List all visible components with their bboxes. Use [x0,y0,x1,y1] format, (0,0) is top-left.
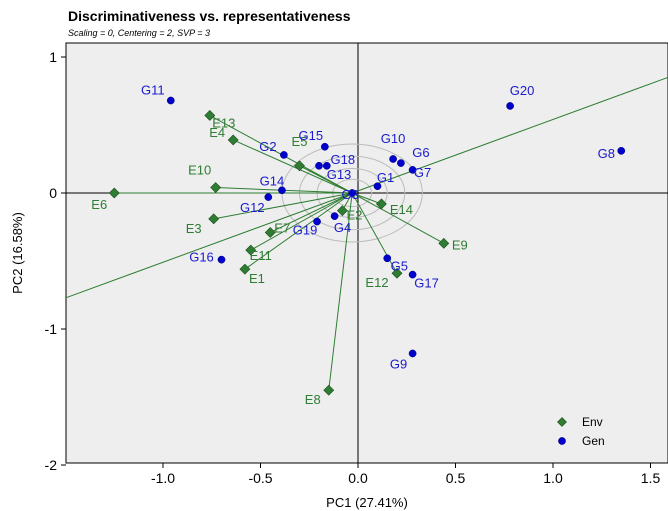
gen-label-g15: G15 [299,128,324,143]
env-point-e7 [264,227,276,238]
gen-point-g13 [315,161,323,170]
gen-label-g3: G3 [341,187,358,202]
plot-background [65,42,668,464]
env-point-e11 [245,244,257,256]
gen-point-g6 [397,159,405,167]
env-label-e7: E7 [274,220,290,235]
chart-title: Discriminativeness vs. representativenes… [68,8,351,24]
env-point-e6 [108,187,120,199]
env-label-e9: E9 [452,237,468,252]
x-axis-label: PC1 (27.41%) [326,495,408,510]
legend-gen-label: Gen [582,434,605,448]
env-label-e14: E14 [390,202,413,217]
y-tick-label: -2 [45,457,58,473]
env-point-e1 [239,263,251,275]
gen-label-g9: G9 [390,356,407,371]
env-point-e12 [391,267,403,279]
y-tick-label: 0 [49,185,57,201]
gen-label-g14: G14 [260,173,285,188]
env-point-e13 [204,110,216,121]
legend-env-label: Env [582,415,603,429]
env-point-e8 [323,384,335,396]
gen-point-g19 [313,217,321,226]
gen-point-g14 [278,186,286,195]
env-point-e14 [375,198,387,210]
gen-label-g5: G5 [391,258,408,273]
gen-label-g8: G8 [598,146,615,161]
gen-point-g9 [408,349,417,358]
env-label-e5: E5 [292,134,308,149]
x-tick-label: -1.0 [151,470,175,486]
env-label-e6: E6 [91,197,107,212]
gen-point-g8 [617,146,626,155]
gen-label-g7: G7 [414,165,431,180]
env-vector-e8 [328,192,353,391]
env-vector-e11 [250,192,353,251]
env-label-e1: E1 [249,271,265,286]
gen-point-g5 [383,254,392,263]
chart-subtitle: Scaling = 0, Centering = 2, SVP = 3 [68,28,211,38]
gen-label-g6: G6 [412,145,429,160]
gen-label-g17: G17 [414,276,439,291]
gen-point-g3 [348,189,356,197]
env-label-e13: E13 [212,115,235,130]
x-tick-label: 1.0 [543,470,563,486]
env-vector-e1 [244,192,353,270]
gen-label-g4: G4 [334,220,351,235]
env-vector-e7 [270,192,353,233]
env-point-e5 [294,160,305,172]
env-point-e4 [227,134,239,146]
env-label-e12: E12 [365,275,388,290]
gen-label-g11: G11 [141,83,165,98]
legend-env-marker [557,417,567,427]
env-vector-e3 [213,192,353,220]
gen-point-g12 [264,193,273,201]
average-environment-axis [66,76,668,299]
x-tick-label: -0.5 [248,470,272,486]
x-tick-label: 1.5 [641,470,661,486]
gen-label-g10: G10 [381,131,406,146]
gen-label-g16: G16 [189,250,214,265]
env-label-e8: E8 [305,392,321,407]
gen-point-g7 [408,166,417,174]
env-vector-e4 [232,139,353,194]
y-tick-label: 1 [49,49,57,65]
env-point-e9 [438,237,450,249]
gen-point-g2 [280,151,288,159]
env-point-e3 [208,213,220,225]
env-point-e10 [210,182,222,193]
gen-label-g18: G18 [331,152,356,167]
gen-label-g20: G20 [510,83,535,98]
env-label-e4: E4 [209,125,225,140]
gen-point-g11 [166,96,175,105]
gen-point-g4 [330,212,339,220]
gen-point-g18 [322,161,331,170]
x-tick-label: 0.0 [348,470,368,486]
legend-gen-marker [558,437,566,445]
env-label-e2: E2 [346,208,362,223]
env-vector-e14 [351,192,382,205]
gen-label-g13: G13 [327,167,352,182]
y-axis-label: PC2 (16.58%) [10,212,25,294]
x-tick-label: 0.5 [446,470,466,486]
gen-label-g2: G2 [259,139,276,154]
gen-point-g10 [389,155,397,163]
env-label-e10: E10 [188,163,211,178]
gen-label-g19: G19 [293,223,318,238]
gen-point-g15 [321,142,329,151]
gen-point-g20 [506,102,514,110]
gen-label-g1: G1 [377,170,394,185]
gen-point-g17 [408,270,417,279]
gen-point-g1 [373,182,382,191]
gen-point-g16 [217,255,226,264]
env-label-e3: E3 [186,221,202,236]
env-label-e11: E11 [250,248,272,263]
env-point-e2 [336,205,348,217]
y-tick-label: -1 [45,321,58,337]
gen-label-g12: G12 [240,200,265,215]
env-vector-e9 [351,192,445,244]
